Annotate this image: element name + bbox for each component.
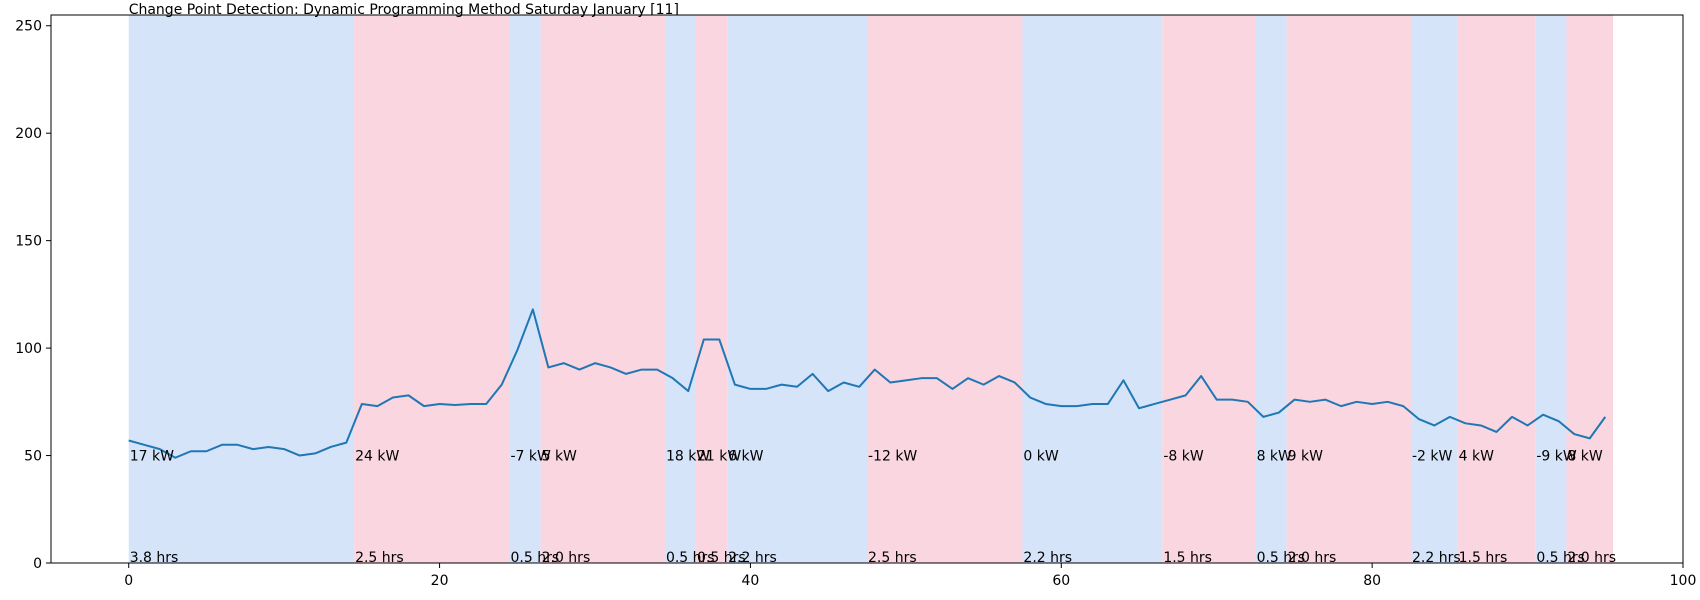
segment-duration-label: 0.5 hrs (697, 550, 746, 566)
segment-duration-label: 2.5 hrs (868, 550, 917, 566)
x-tick-label: 80 (1363, 573, 1381, 589)
segment-power-label: 8 kW (1567, 449, 1602, 465)
segment-band (1162, 15, 1256, 563)
segment-duration-label: 2.0 hrs (542, 550, 591, 566)
segment-band (1566, 15, 1614, 563)
segment-band (727, 15, 867, 563)
segment-band (1022, 15, 1163, 563)
segment-power-label: 18 kW (666, 449, 710, 465)
y-tick-label: 50 (24, 449, 42, 465)
segment-band (354, 15, 510, 563)
segment-band (664, 15, 697, 563)
segment-duration-label: 0.5 hrs (1257, 550, 1306, 566)
segment-power-label: 21 kW (697, 449, 741, 465)
x-tick-label: 60 (1052, 573, 1070, 589)
x-tick-label: 0 (124, 573, 133, 589)
segment-power-label: 17 kW (130, 449, 174, 465)
segment-duration-label: 2.0 hrs (1288, 550, 1337, 566)
segment-duration-label: 3.8 hrs (130, 550, 179, 566)
segment-band (1286, 15, 1411, 563)
x-tick-label: 40 (742, 573, 760, 589)
segment-band (509, 15, 541, 563)
segment-band (1457, 15, 1536, 563)
segment-duration-label: 1.5 hrs (1459, 550, 1508, 566)
segment-band (1535, 15, 1567, 563)
y-tick-label: 100 (15, 341, 42, 357)
segment-duration-label: 2.2 hrs (1023, 550, 1072, 566)
y-tick-label: 200 (15, 126, 42, 142)
segment-power-label: 4 kW (1459, 449, 1494, 465)
segment-band (696, 15, 728, 563)
segment-power-label: -8 kW (1163, 449, 1204, 465)
x-tick-label: 20 (431, 573, 449, 589)
segment-power-label: -12 kW (868, 449, 917, 465)
chart-title: Change Point Detection: Dynamic Programm… (129, 2, 679, 18)
y-tick-label: 0 (33, 556, 42, 572)
segment-power-label: 0 kW (1023, 449, 1058, 465)
segment-duration-label: 2.2 hrs (728, 550, 777, 566)
segment-duration-label: 0.5 hrs (666, 550, 715, 566)
segment-power-label: 24 kW (355, 449, 399, 465)
segment-band (1411, 15, 1458, 563)
segment-band (1255, 15, 1287, 563)
segment-duration-label: 0.5 hrs (1536, 550, 1585, 566)
segment-duration-label: 0.5 hrs (511, 550, 560, 566)
segment-duration-label: 2.5 hrs (355, 550, 404, 566)
segment-power-label: -9 kW (1536, 449, 1577, 465)
segment-duration-label: 2.0 hrs (1567, 550, 1616, 566)
segment-duration-label: 2.2 hrs (1412, 550, 1461, 566)
y-tick-label: 250 (15, 19, 42, 35)
series-line (128, 308, 1607, 459)
segment-power-label: -2 kW (1412, 449, 1453, 465)
segment-bands (128, 15, 1614, 563)
segment-power-label: 6 kW (728, 449, 763, 465)
segment-band (128, 15, 355, 563)
x-tick-label: 100 (1670, 573, 1697, 589)
plot-frame (50, 14, 1684, 564)
segment-labels: 17 kW 3.8 hrs 24 kW 2.5 hrs -7 kW 0.5 hrs 5 kW… (130, 449, 1616, 566)
y-axis-ticks: 0 50 100 150 200 250 (15, 19, 51, 572)
segment-power-label: 5 kW (542, 449, 577, 465)
segment-band (540, 15, 665, 563)
x-axis-ticks: 0 20 40 60 80 100 (124, 563, 1696, 589)
segment-band (867, 15, 1023, 563)
y-tick-label: 150 (15, 234, 42, 250)
segment-duration-label: 1.5 hrs (1163, 550, 1212, 566)
series-lines (128, 308, 1607, 459)
segment-power-label: -7 kW (511, 449, 552, 465)
segment-power-label: 9 kW (1288, 449, 1323, 465)
segment-power-label: 8 kW (1257, 449, 1292, 465)
